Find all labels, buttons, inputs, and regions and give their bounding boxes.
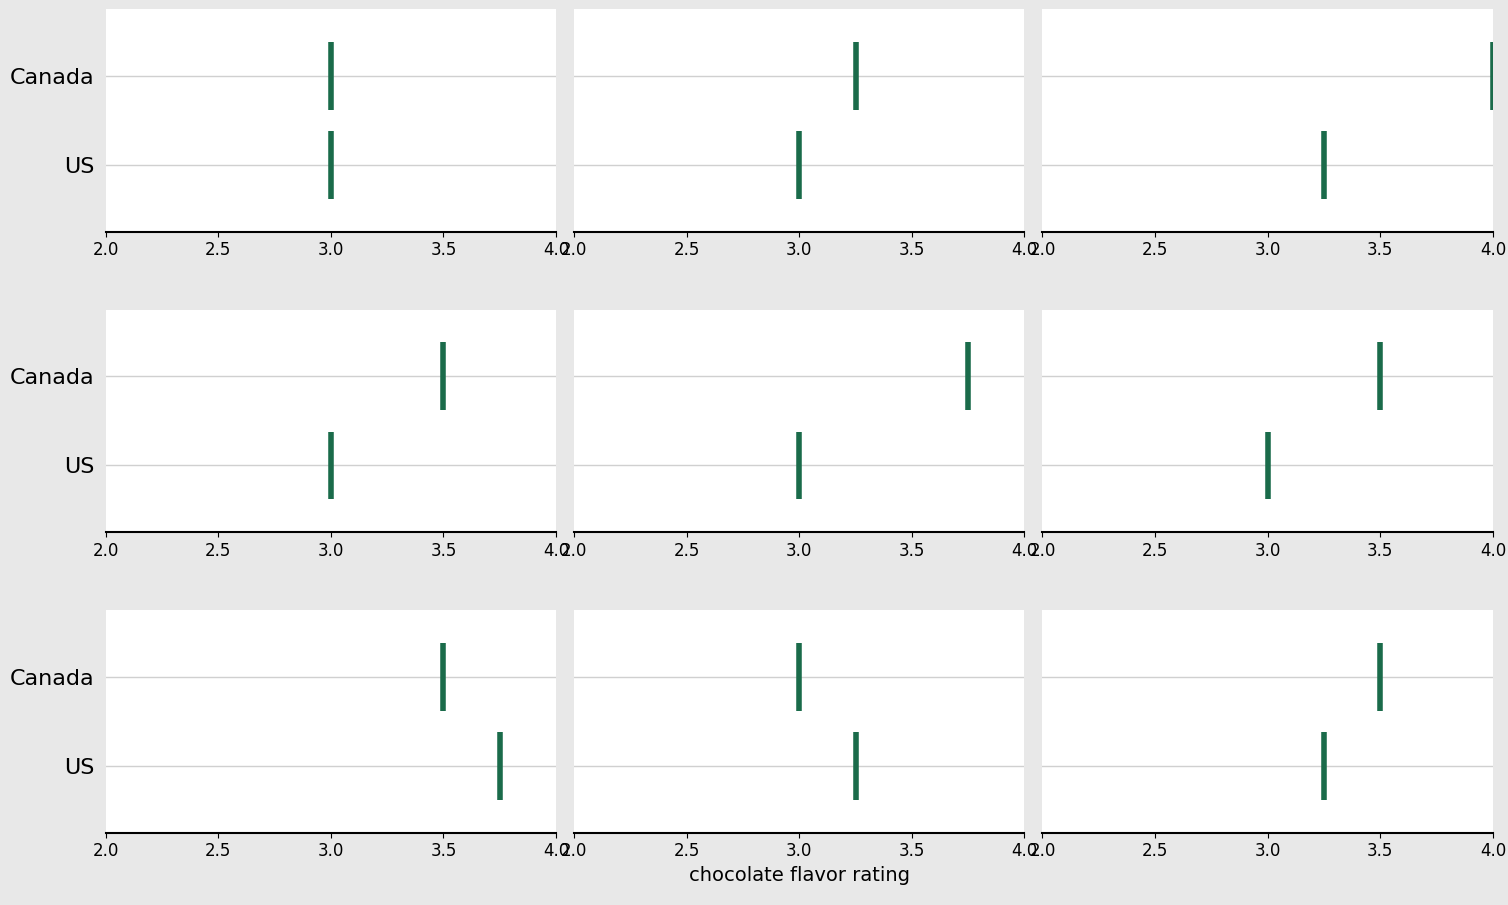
X-axis label: chocolate flavor rating: chocolate flavor rating bbox=[689, 866, 909, 885]
